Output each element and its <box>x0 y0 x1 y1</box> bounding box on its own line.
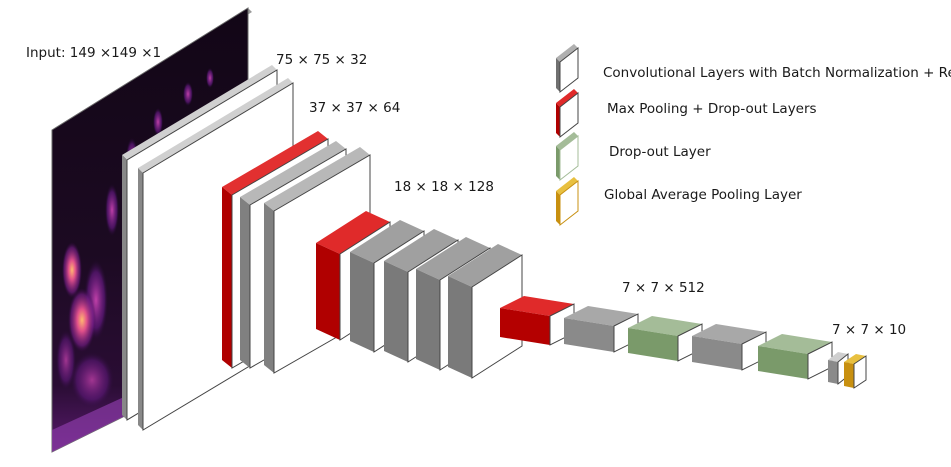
gap-layer-icon <box>556 177 579 227</box>
legend-label-maxpool: Max Pooling + Drop-out Layers <box>607 101 817 117</box>
legend-label-gap: Global Average Pooling Layer <box>604 187 802 203</box>
layer-group-output <box>828 352 867 389</box>
input-label: Input: 149 ×149 ×1 <box>26 45 162 61</box>
conv1-dimension-label: 75 × 75 × 32 <box>276 52 368 68</box>
layer-group-conv3 <box>316 211 523 379</box>
legend-label-conv: Convolutional Layers with Batch Normaliz… <box>603 65 951 81</box>
dropout-layer-icon <box>556 132 579 182</box>
conv-layer-icon <box>556 44 579 94</box>
conv3-dimension-label: 18 × 18 × 128 <box>394 179 494 195</box>
layer-group-conv4 <box>500 296 833 380</box>
maxpool-layer-icon <box>556 89 579 139</box>
output-dimension-label: 7 × 7 × 10 <box>832 322 907 338</box>
conv2-dimension-label: 37 × 37 × 64 <box>309 100 401 116</box>
legend-label-dropout: Drop-out Layer <box>609 144 711 160</box>
conv4-dimension-label: 7 × 7 × 512 <box>622 280 705 296</box>
